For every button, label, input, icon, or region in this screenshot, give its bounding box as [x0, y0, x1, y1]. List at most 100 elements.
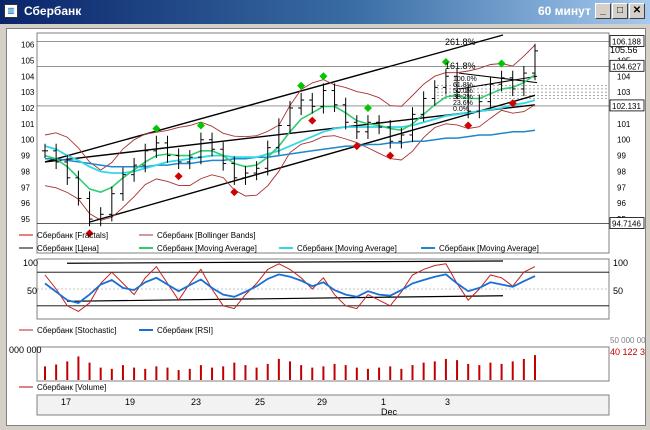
osc-channel-lower	[66, 295, 504, 302]
chart-canvas[interactable]: 1061061051051041041031031021021011011001…	[7, 29, 650, 425]
price-tick-left: 99	[21, 152, 30, 161]
price-tick-left: 106	[21, 41, 35, 50]
price-tick-right: 103	[617, 88, 631, 97]
date-axis-frame	[36, 394, 610, 416]
legend-ma1: Сбербанк [Moving Average]	[157, 244, 257, 253]
rsi-line	[44, 273, 536, 304]
price-tick-left: 95	[21, 215, 30, 224]
fractal-up-marker	[497, 59, 506, 68]
price-tick-left: 98	[21, 167, 30, 176]
date-1: 1	[381, 397, 386, 407]
fractal-up-marker	[363, 103, 372, 112]
maximize-button[interactable]: □	[612, 3, 628, 19]
oscillator-legend: Сбербанк [Stochastic] Сбербанк [RSI]	[19, 326, 213, 335]
close-icon: ✕	[632, 5, 642, 16]
boxed-label-text: 102.131	[612, 102, 641, 111]
boxed-label-frame	[609, 217, 645, 229]
fractal-up-marker	[152, 124, 161, 133]
date-29: 29	[317, 397, 327, 407]
price-panel-frame	[36, 32, 610, 254]
volume-panel-frame	[36, 346, 610, 382]
ma-slow-line	[45, 129, 536, 168]
minimize-icon: _	[600, 5, 606, 16]
price-tick-right: 101	[617, 120, 631, 129]
ma-mid-line	[44, 99, 536, 174]
fib-label-261: 261.8%	[445, 37, 476, 47]
legend-bollinger: Сбербанк [Bollinger Bands]	[157, 231, 256, 240]
fib-small-100: 100.0%	[453, 76, 477, 83]
legend-ma3: Сбербанк [Moving Average]	[439, 244, 539, 253]
price-tick-left: 97	[21, 183, 30, 192]
osc-channel-upper	[66, 260, 504, 264]
fractal-up-marker	[441, 57, 450, 66]
fib-label-161: 161.8%	[445, 61, 476, 71]
fib-small-500: 50.0%	[453, 88, 473, 95]
date-25: 25	[255, 397, 265, 407]
legend-fractals: Сбербанк [Fractals]	[37, 231, 108, 240]
boxed-price-label: 94.7146	[609, 217, 645, 229]
channel-lines	[44, 34, 538, 302]
title-bar[interactable]: ▥ Сбербанк 60 минут _ □ ✕	[0, 0, 650, 24]
legend-stochastic: Сбербанк [Stochastic]	[37, 326, 117, 335]
boxed-label-frame	[609, 59, 645, 72]
volume-left-label: 000 000	[9, 345, 42, 355]
volume-legend: Сбербанк [Volume]	[19, 383, 106, 392]
price-tick-left: 104	[21, 72, 35, 81]
boxed-price-label: 106.188	[609, 35, 645, 47]
price-legend: Сбербанк [Fractals] Сбербанк [Bollinger …	[19, 231, 539, 253]
legend-volume: Сбербанк [Volume]	[37, 383, 106, 392]
bollinger-lower	[44, 104, 536, 221]
fractal-down-marker	[85, 229, 94, 238]
maximize-icon: □	[616, 5, 624, 16]
window-title: Сбербанк	[24, 4, 82, 18]
chart-area[interactable]: 1061061051051041041031031021021011011001…	[6, 28, 650, 426]
fractal-down-marker	[464, 121, 473, 130]
price-tick-left: 102	[21, 104, 35, 113]
channel-lower	[88, 94, 536, 223]
boxed-label-text: 94.7146	[612, 220, 641, 229]
osc-tick-50: 50	[613, 286, 623, 296]
price-tick-left: 103	[21, 88, 35, 97]
price-tick-right: 99	[617, 152, 626, 161]
label-layer: 106.188 104.627 102.131 94.7146	[609, 35, 645, 229]
boxed-label-text: 104.627	[612, 62, 641, 71]
fractal-down-marker	[352, 142, 361, 151]
price-tick-right: 96	[617, 199, 626, 208]
price-tick-right: 104	[617, 72, 631, 81]
price-tick-right: 100	[617, 136, 631, 145]
fib-small-382: 38.2%	[453, 94, 473, 101]
fractal-up-marker	[196, 121, 205, 130]
channel-upper	[44, 34, 504, 163]
fib-small-0: 0.0%	[453, 106, 469, 113]
price-tick-left: 101	[21, 120, 35, 129]
volume-axis-top: 50 000 000	[610, 336, 645, 345]
osc-tick-100: 100	[613, 258, 628, 268]
boxed-price-label: 104.627	[609, 59, 645, 72]
fractal-up-marker	[319, 72, 328, 81]
price-tick-left: 100	[21, 136, 35, 145]
volume-current-value: 40 122 342	[610, 347, 645, 357]
legend-rsi: Сбербанк [RSI]	[157, 326, 213, 335]
boxed-price-label: 102.131	[609, 99, 645, 112]
fractal-up-marker	[297, 81, 306, 90]
plain-label-10556: 105.56	[610, 45, 638, 55]
fractal-down-marker	[174, 172, 183, 181]
fractal-down-marker	[508, 99, 517, 108]
series-layer	[42, 43, 538, 380]
fractal-down-marker	[230, 188, 239, 197]
fractal-down-marker	[308, 116, 317, 125]
osc-tick-100-left: 100	[23, 258, 38, 268]
fib-small-236: 23.6%	[453, 100, 473, 107]
chart-app-icon: ▥	[4, 4, 18, 18]
close-button[interactable]: ✕	[629, 3, 645, 19]
legend-ma2: Сбербанк [Moving Average]	[297, 244, 397, 253]
minimize-button[interactable]: _	[595, 3, 611, 19]
price-tick-left: 105	[21, 56, 35, 65]
boxed-label-frame	[609, 99, 645, 112]
price-tick-right: 98	[617, 167, 626, 176]
price-tick-right: 97	[617, 183, 626, 192]
osc-tick-50-left: 50	[27, 286, 37, 296]
date-axis: 17 19 23 25 29 1 3 Dec	[61, 397, 450, 417]
date-19: 19	[125, 397, 135, 407]
